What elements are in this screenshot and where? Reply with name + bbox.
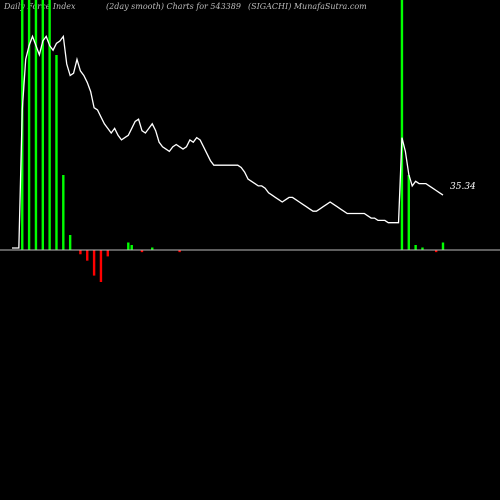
- force-index-bars: [21, 0, 445, 282]
- positive-bar: [41, 0, 44, 250]
- chart-title-middle: (2day smooth) Charts for 543389: [106, 2, 241, 11]
- price-line: [12, 34, 444, 249]
- positive-bar: [441, 242, 445, 250]
- negative-bar: [434, 250, 438, 253]
- positive-bar: [27, 0, 31, 250]
- positive-bar: [400, 0, 404, 250]
- chart-header: Daily Force Index (2day smooth) Charts f…: [0, 2, 500, 16]
- positive-bar: [151, 247, 154, 250]
- negative-bar: [106, 250, 109, 257]
- last-value-label: 35.34: [450, 182, 476, 192]
- positive-bar: [407, 175, 410, 250]
- positive-bar: [62, 175, 65, 250]
- positive-bar: [414, 245, 417, 250]
- positive-bar: [68, 235, 72, 250]
- negative-bar: [79, 250, 82, 255]
- positive-bar: [130, 245, 133, 250]
- positive-bar: [421, 247, 424, 250]
- positive-bar: [34, 0, 38, 250]
- negative-bar: [99, 250, 103, 282]
- chart-title-left: Daily Force Index: [4, 2, 76, 11]
- positive-bar: [127, 242, 130, 250]
- positive-bar: [55, 55, 58, 250]
- positive-bar: [48, 0, 51, 250]
- negative-bar: [178, 250, 181, 253]
- chart-title-right: (SIGACHI) MunafaSutra.com: [248, 2, 367, 11]
- negative-bar: [86, 250, 89, 261]
- negative-bar: [92, 250, 96, 276]
- negative-bar: [140, 250, 144, 253]
